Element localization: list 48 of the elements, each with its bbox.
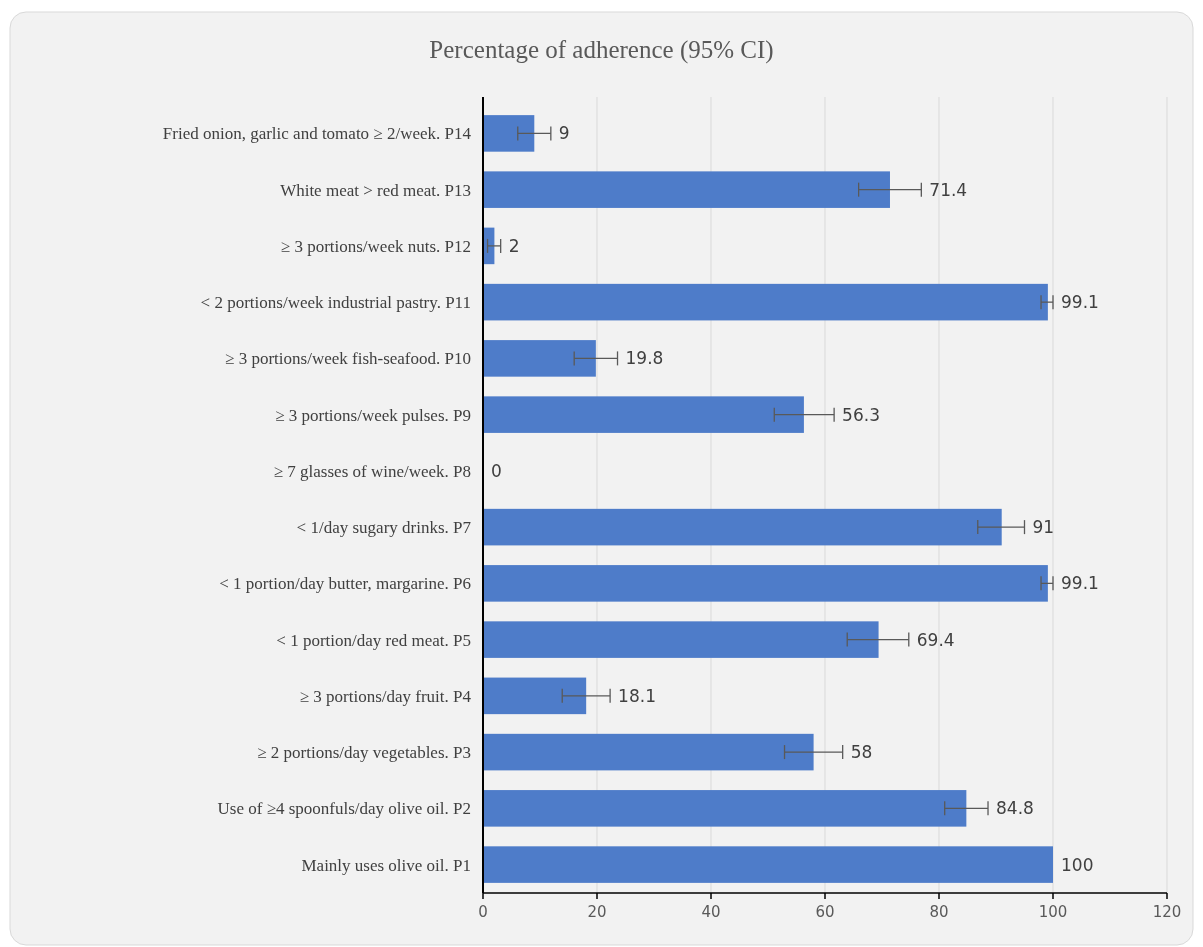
- y-tick-label: ≥ 7 glasses of wine/week. P8: [273, 461, 471, 481]
- x-tick-label: 40: [701, 903, 721, 921]
- y-tick-label: Mainly uses olive oil. P1: [301, 855, 471, 875]
- data-label: 71.4: [929, 179, 968, 200]
- x-tick-label: 60: [815, 903, 835, 921]
- x-tick-label: 120: [1152, 903, 1182, 921]
- bar: [483, 621, 879, 658]
- bar: [483, 396, 804, 433]
- bar: [483, 340, 596, 377]
- data-label: 99.1: [1061, 573, 1099, 594]
- y-tick-label: ≥ 3 portions/week pulses. P9: [275, 405, 471, 425]
- x-tick-label: 0: [478, 903, 488, 921]
- y-tick-label: < 1 portion/day butter, margarine. P6: [219, 574, 471, 594]
- bar: [483, 733, 814, 771]
- y-tick-label: Use of ≥4 spoonfuls/day olive oil. P2: [217, 799, 471, 819]
- y-tick-label: ≥ 2 portions/day vegetables. P3: [257, 743, 471, 763]
- y-tick-label: ≥ 3 portions/day fruit. P4: [299, 686, 472, 706]
- data-label: 58: [850, 742, 873, 763]
- data-label: 99.1: [1061, 292, 1099, 313]
- y-tick-label: ≥ 3 portions/week fish-seafood. P10: [225, 349, 471, 369]
- bar: [483, 171, 890, 208]
- bar: [483, 677, 587, 715]
- y-tick-label: White meat > red meat. P13: [280, 180, 471, 200]
- bar: [483, 115, 535, 152]
- bar: [483, 790, 967, 827]
- data-label: 69.4: [916, 629, 955, 650]
- data-label: 91: [1032, 517, 1055, 538]
- x-tick-label: 20: [587, 903, 607, 921]
- y-tick-label: < 2 portions/week industrial pastry. P11: [200, 293, 471, 313]
- y-tick-label: ≥ 3 portions/week nuts. P12: [280, 236, 471, 256]
- x-tick-label: 100: [1038, 903, 1068, 921]
- data-label: 19.8: [625, 348, 664, 369]
- data-label: 100: [1061, 854, 1094, 875]
- data-label: 84.8: [996, 798, 1034, 819]
- y-tick-label: < 1 portion/day red meat. P5: [276, 630, 471, 650]
- bar: [483, 846, 1053, 883]
- bar: [483, 283, 1048, 321]
- data-label: 9: [558, 123, 570, 144]
- data-label: 0: [491, 460, 502, 481]
- data-label: 2: [508, 235, 520, 256]
- y-tick-label: Fried onion, garlic and tomato ≥ 2/week. P14: [162, 124, 472, 144]
- data-label: 18.1: [618, 685, 656, 706]
- y-tick-label: < 1/day sugary drinks. P7: [296, 518, 472, 538]
- x-tick-label: 80: [929, 903, 949, 921]
- bar: [483, 565, 1048, 602]
- data-label: 56.3: [842, 404, 880, 425]
- bar: [483, 508, 1002, 546]
- chart-title: Percentage of adherence (95% CI): [429, 36, 774, 64]
